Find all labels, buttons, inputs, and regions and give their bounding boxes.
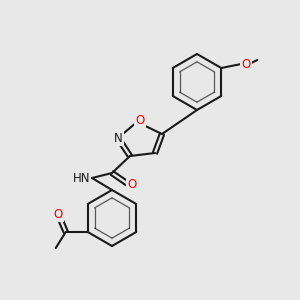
Text: N: N — [114, 131, 122, 145]
Text: HN: HN — [73, 172, 90, 184]
Text: O: O — [242, 58, 251, 70]
Text: O: O — [135, 113, 145, 127]
Text: O: O — [53, 208, 62, 220]
Text: O: O — [128, 178, 136, 190]
